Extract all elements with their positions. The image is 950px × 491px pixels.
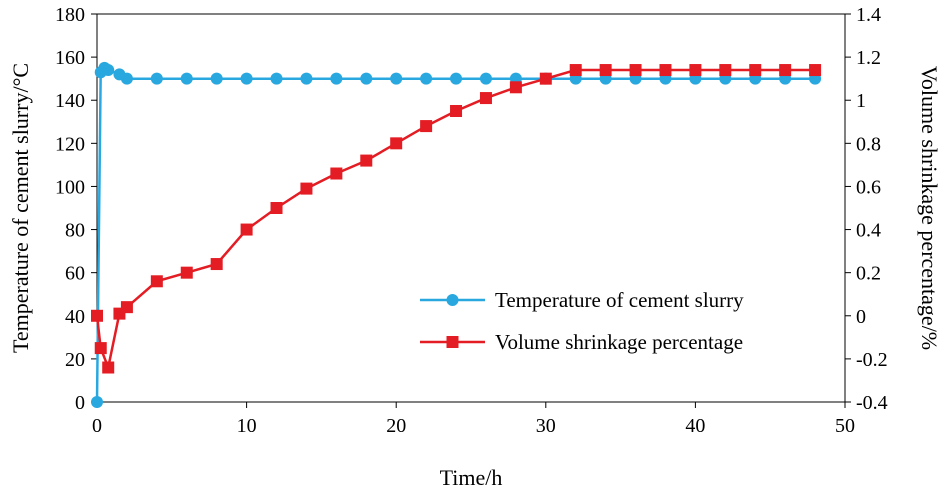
- data-point: [330, 72, 343, 85]
- data-point: [120, 72, 133, 85]
- data-point: [360, 154, 373, 167]
- x-tick-label: 0: [92, 415, 102, 437]
- legend-marker-temperature: [446, 294, 459, 306]
- data-point: [450, 72, 463, 85]
- data-point: [94, 342, 107, 355]
- y-axis-left: 0 20 40 60 80 100 120 140 160 180: [55, 4, 97, 414]
- data-point: [539, 72, 552, 85]
- x-tick-label: 10: [237, 415, 257, 437]
- series-line: [95, 68, 816, 372]
- x-axis: 0 10 20 30 40 50: [92, 402, 855, 437]
- y-tick-label: 0: [75, 392, 85, 414]
- data-point: [150, 72, 163, 85]
- data-point: [569, 64, 582, 77]
- data-point: [180, 266, 193, 279]
- x-tick-label: 30: [536, 415, 556, 437]
- data-point: [210, 258, 223, 271]
- data-point: [300, 182, 313, 195]
- y-tick-label: 100: [55, 176, 85, 198]
- y2-tick-label: 0.8: [856, 133, 881, 155]
- data-point: [509, 81, 522, 94]
- data-point: [479, 92, 492, 105]
- data-point: [390, 137, 403, 150]
- data-point: [479, 72, 492, 85]
- data-point: [330, 167, 343, 180]
- y-tick-label: 140: [55, 90, 85, 112]
- data-point: [420, 72, 433, 85]
- legend-label-temperature: Temperature of cement slurry: [495, 288, 744, 312]
- data-point: [240, 223, 253, 236]
- data-point: [629, 64, 642, 77]
- data-point: [300, 72, 313, 85]
- y2-tick-label: 0: [856, 306, 866, 328]
- y-tick-label: 120: [55, 133, 85, 155]
- y2-tick-label: -0.2: [856, 349, 888, 371]
- data-point: [719, 64, 732, 77]
- data-point: [779, 64, 792, 77]
- data-point: [599, 64, 612, 77]
- data-point: [450, 105, 463, 117]
- data-point: [749, 64, 762, 77]
- y-tick-label: 60: [65, 263, 85, 285]
- y-tick-label: 180: [55, 4, 85, 26]
- y-tick-label: 160: [55, 47, 85, 69]
- data-point: [689, 64, 702, 77]
- data-point: [120, 301, 133, 314]
- y-tick-label: 40: [65, 306, 85, 328]
- data-point: [102, 361, 115, 374]
- y-axis-right-title: Volume shrinkage percentage/%: [917, 66, 942, 350]
- plot-frame: [96, 13, 846, 403]
- y2-tick-label: -0.4: [856, 392, 888, 414]
- x-tick-label: 50: [835, 415, 855, 437]
- data-point: [390, 72, 403, 85]
- y2-tick-label: 1.4: [856, 4, 881, 26]
- data-point: [210, 72, 223, 85]
- data-point: [91, 396, 103, 408]
- plot-border: [96, 13, 846, 403]
- data-point: [809, 64, 822, 77]
- data-point: [420, 120, 433, 133]
- data-point: [240, 72, 253, 85]
- legend-marker-shrinkage: [446, 336, 459, 348]
- legend-label-shrinkage: Volume shrinkage percentage: [495, 330, 743, 354]
- x-axis-title: Time/h: [440, 465, 503, 490]
- series-shrinkage: [91, 64, 822, 374]
- data-point: [659, 64, 672, 77]
- y2-tick-label: 0.6: [856, 176, 881, 198]
- data-point: [102, 64, 115, 77]
- y-tick-label: 80: [65, 220, 85, 242]
- data-point: [360, 72, 373, 85]
- y2-tick-label: 1: [856, 90, 866, 112]
- data-point: [150, 275, 163, 288]
- data-point: [270, 202, 283, 214]
- data-point: [270, 72, 283, 85]
- y2-tick-label: 1.2: [856, 47, 881, 69]
- data-point: [180, 72, 193, 85]
- y-axis-left-title: Temperature of cement slurry/°C: [8, 63, 33, 353]
- x-tick-label: 20: [386, 415, 406, 437]
- data-point: [91, 309, 103, 322]
- series-layer: [91, 61, 822, 408]
- legend: Temperature of cement slurry Volume shri…: [420, 288, 744, 354]
- y2-tick-label: 0.2: [856, 263, 881, 285]
- y-tick-label: 20: [65, 349, 85, 371]
- y2-tick-label: 0.4: [856, 220, 881, 242]
- x-tick-label: 40: [685, 415, 705, 437]
- y-axis-right: -0.4 -0.2 0 0.2 0.4 0.6 0.8 1 1.2 1.4: [845, 4, 888, 414]
